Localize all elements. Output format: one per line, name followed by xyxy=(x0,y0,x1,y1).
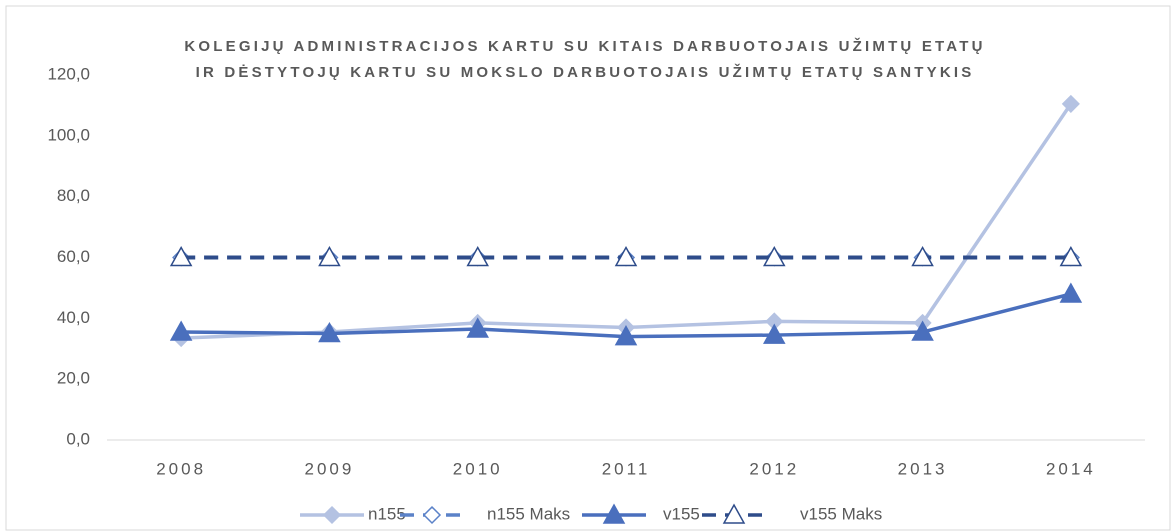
x-tick-label: 2008 xyxy=(156,459,206,478)
legend-label: v155 xyxy=(663,504,700,523)
data-point xyxy=(1059,245,1083,267)
legend-marker xyxy=(422,505,442,525)
legend-label: n155 Maks xyxy=(487,504,570,523)
data-point xyxy=(1061,94,1080,113)
data-point xyxy=(763,245,786,267)
x-tick-label: 2014 xyxy=(1046,459,1096,478)
y-tick-label: 80,0 xyxy=(57,186,90,205)
legend-label: n155 xyxy=(368,504,406,523)
data-point xyxy=(1059,282,1083,303)
y-tick-label: 20,0 xyxy=(57,369,90,388)
data-point xyxy=(466,245,489,267)
data-point xyxy=(318,245,341,267)
data-point xyxy=(911,320,934,341)
x-tick-label: 2012 xyxy=(749,459,799,478)
chart-border xyxy=(5,5,1171,531)
x-tick-label: 2011 xyxy=(602,459,651,478)
legend-marker xyxy=(322,505,342,525)
y-tick-label: 40,0 xyxy=(57,308,90,327)
data-point xyxy=(169,320,193,341)
x-tick-label: 2009 xyxy=(305,459,355,478)
x-tick-label: 2013 xyxy=(898,459,948,478)
legend-marker xyxy=(722,503,746,524)
data-point xyxy=(614,325,638,346)
y-tick-label: 120,0 xyxy=(47,64,90,83)
y-tick-label: 100,0 xyxy=(47,125,90,144)
legend-marker xyxy=(602,503,626,524)
y-tick-label: 60,0 xyxy=(57,247,90,266)
y-tick-label: 0,0 xyxy=(66,429,90,448)
x-tick-label: 2010 xyxy=(453,459,503,478)
data-point xyxy=(318,321,341,343)
data-point xyxy=(169,245,193,267)
chart-title: IR DĖSTYTOJŲ KARTU SU MOKSLO DARBUOTOJAI… xyxy=(196,63,975,81)
data-point xyxy=(614,245,638,267)
data-point xyxy=(466,317,489,338)
data-point xyxy=(911,245,934,267)
data-point xyxy=(763,323,786,344)
chart-title: KOLEGIJŲ ADMINISTRACIJOS KARTU SU KITAIS… xyxy=(184,37,985,55)
legend-label: v155 Maks xyxy=(800,504,882,523)
